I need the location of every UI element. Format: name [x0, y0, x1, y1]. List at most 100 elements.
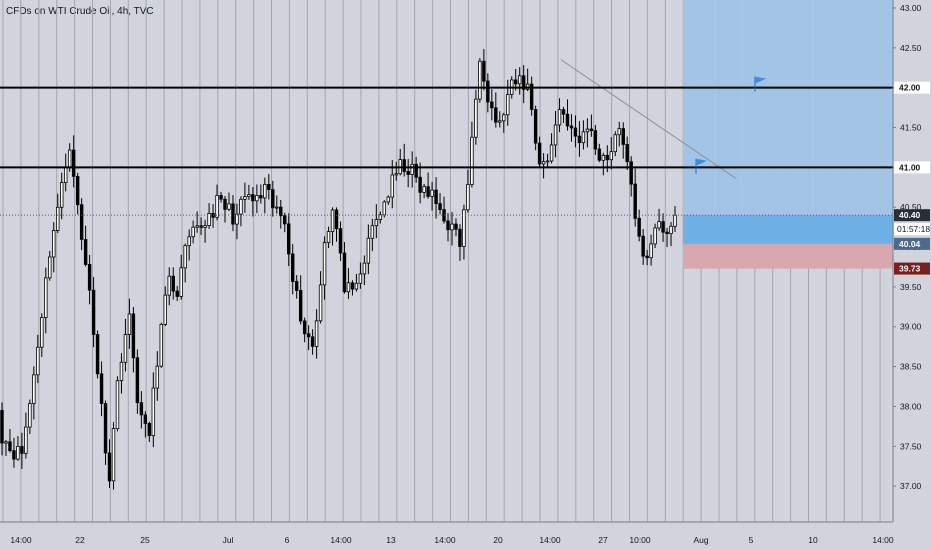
candle	[657, 208, 661, 231]
candle	[494, 92, 498, 128]
candle-body	[378, 214, 383, 220]
candle-body	[657, 221, 661, 229]
candle-body	[251, 194, 255, 202]
candle-body	[458, 228, 462, 247]
candle-body	[446, 220, 450, 231]
candle-body	[609, 151, 614, 161]
candle	[219, 191, 223, 203]
candle-body	[462, 209, 466, 247]
candle	[187, 229, 191, 261]
candle-body	[406, 171, 410, 175]
candle	[267, 173, 271, 200]
candle	[521, 65, 526, 104]
candle	[163, 286, 167, 327]
candle-body	[60, 182, 64, 208]
candle	[474, 89, 478, 145]
candle-body	[123, 334, 128, 363]
y-tick-label: 38.50	[900, 362, 922, 372]
candle	[207, 203, 211, 229]
candle	[247, 184, 251, 200]
candle-body	[179, 267, 183, 297]
candle	[131, 307, 136, 373]
candle	[215, 184, 219, 221]
x-tick-label: Aug	[693, 535, 708, 545]
candle	[195, 211, 199, 233]
x-tick-label: Jul	[223, 535, 234, 545]
candle-body	[103, 403, 108, 454]
candle-body	[283, 215, 287, 225]
candle	[199, 217, 203, 236]
candle-body	[32, 374, 36, 404]
candle-body	[279, 206, 283, 217]
candle	[418, 162, 422, 204]
candle	[342, 242, 347, 294]
candle	[287, 213, 291, 267]
candle-body	[625, 143, 629, 163]
candle-body	[91, 289, 96, 335]
candle	[326, 226, 331, 249]
candle	[32, 366, 36, 420]
candle	[71, 135, 76, 188]
candle-body	[318, 284, 323, 322]
candle-body	[199, 225, 203, 228]
candle-body	[561, 109, 566, 115]
candle-body	[147, 423, 152, 437]
candle-body	[95, 334, 100, 375]
candle-body	[470, 136, 474, 185]
candle-body	[366, 237, 371, 264]
candle	[283, 212, 287, 233]
candle	[175, 285, 179, 301]
candle	[306, 325, 311, 351]
candle-body	[24, 426, 28, 454]
candle	[486, 73, 490, 113]
price-label-42: 42.00	[894, 81, 930, 94]
candle-body	[191, 226, 195, 238]
candle-body	[16, 446, 20, 460]
candle	[111, 422, 116, 490]
candle-body	[338, 228, 343, 254]
candle	[171, 267, 175, 300]
candle-body	[243, 196, 247, 200]
candle-body	[87, 264, 92, 291]
candle-body	[482, 60, 486, 82]
candle	[298, 275, 303, 325]
candle	[314, 309, 319, 359]
candle-body	[669, 225, 673, 235]
candle	[549, 133, 554, 164]
x-tick-label: 10:00	[629, 535, 651, 545]
candle	[239, 196, 243, 227]
candle-body	[502, 114, 506, 122]
candle-body	[56, 206, 60, 231]
candle-body	[354, 282, 359, 290]
x-tick-label: 14:00	[539, 535, 561, 545]
candle	[259, 184, 263, 204]
candle-body	[370, 225, 375, 239]
candle	[107, 439, 112, 488]
candle-body	[135, 357, 140, 404]
price-label-entry-text: 40.04	[899, 239, 921, 249]
candle-body	[605, 154, 610, 161]
candle-body	[175, 290, 179, 297]
candle	[179, 254, 183, 300]
candle-body	[402, 159, 406, 172]
candle	[490, 89, 494, 121]
candle-body	[111, 428, 116, 482]
candle-body	[506, 94, 510, 116]
candle-body	[223, 198, 227, 210]
candle-body	[494, 107, 498, 123]
candle	[36, 334, 40, 384]
candle	[48, 250, 52, 281]
candle-body	[613, 134, 617, 153]
candle-body	[490, 101, 494, 109]
profit-band	[683, 215, 893, 244]
x-tick-label: 13	[386, 535, 396, 545]
flag-cloth	[696, 158, 707, 166]
candle-body	[79, 204, 84, 240]
candle-body	[127, 313, 132, 336]
candle	[139, 391, 144, 429]
candle-body	[342, 252, 347, 293]
x-tick-label: 14:00	[330, 535, 352, 545]
candle-body	[350, 282, 355, 290]
candle	[649, 234, 653, 266]
